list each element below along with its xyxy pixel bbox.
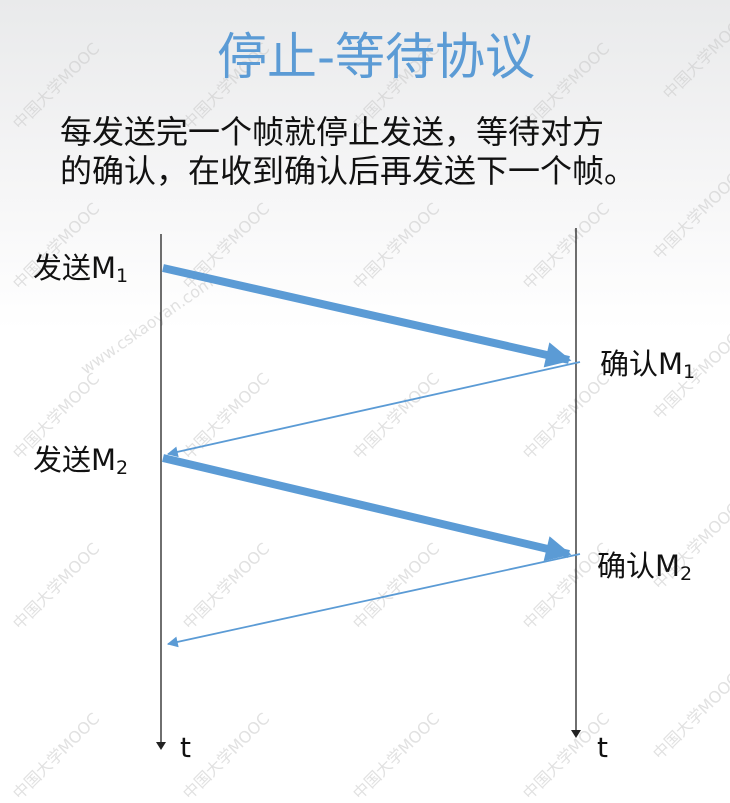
receiver-timeline-arrowhead	[571, 730, 581, 738]
watermark-text: 中国大学MOOC	[9, 539, 103, 633]
send-m2-label: 发送M2	[33, 443, 128, 479]
description-line-1: 每发送完一个帧就停止发送，等待对方	[60, 113, 604, 151]
watermark-text: 中国大学MOOC	[519, 369, 613, 463]
slide-title: 停止-等待协议	[217, 28, 535, 86]
watermark-text: 中国大学MOOC	[179, 709, 273, 803]
sender-time-label: t	[180, 731, 191, 764]
watermark-text: 中国大学MOOC	[349, 709, 443, 803]
ack-m2-label: 确认M2	[597, 549, 692, 585]
ack-m1-label: 确认M1	[600, 347, 695, 383]
watermark-text: 中国大学MOOC	[9, 709, 103, 803]
watermark-text: 中国大学MOOC	[519, 199, 613, 293]
watermark-text: 中国大学MOOC	[659, 9, 730, 103]
send-m1-label: 发送M1	[33, 251, 128, 287]
description-line-2: 的确认，在收到确认后再发送下一个帧。	[60, 152, 636, 190]
ack-2-arrow	[166, 553, 581, 648]
watermark-text: 中国大学MOOC	[349, 199, 443, 293]
watermark-text: 中国大学MOOC	[179, 539, 273, 633]
sender-timeline-arrowhead	[156, 742, 166, 750]
watermark-text: 中国大学MOOC	[349, 369, 443, 463]
frame-1-arrow	[162, 264, 572, 368]
ack-1-arrow	[166, 361, 581, 458]
watermark-text: 中国大学MOOC	[649, 169, 730, 263]
brand-watermark: www.cskaoyan.com	[77, 273, 217, 379]
watermark-text: 中国大学MOOC	[649, 669, 730, 763]
receiver-time-label: t	[597, 731, 608, 764]
frame-2-arrow	[162, 454, 572, 562]
